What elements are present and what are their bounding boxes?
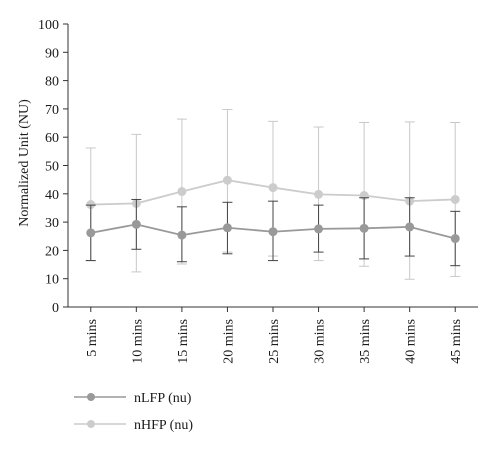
- x-tick-label: 20 mins: [221, 319, 236, 364]
- data-point-nlfp: [86, 228, 96, 238]
- y-tick-label: 60: [45, 131, 59, 146]
- data-point-nhfp: [314, 189, 324, 199]
- x-tick-label: 5 mins: [85, 319, 100, 357]
- y-tick-label: 90: [45, 46, 59, 61]
- legend-item-nhfp: nHFP (nu): [74, 418, 193, 433]
- series-nlfp: [85, 197, 461, 267]
- data-point-nhfp: [177, 187, 187, 197]
- data-point-nlfp: [359, 223, 369, 233]
- legend-label-nhfp: nHFP (nu): [134, 418, 193, 433]
- x-tick-label: 40 mins: [404, 319, 419, 364]
- y-tick-label: 30: [45, 216, 59, 231]
- data-point-nhfp: [268, 183, 278, 193]
- data-point-nlfp: [177, 230, 187, 240]
- y-axis: 0 10 20 30 40 50 60 70 80 90 100: [38, 18, 69, 316]
- x-axis: 5 mins 10 mins 15 mins 20 mins 25 mins 30 min…: [68, 306, 478, 364]
- data-point-nlfp: [268, 227, 278, 237]
- x-tick-label: 10 mins: [130, 319, 145, 364]
- y-tick-label: 100: [38, 18, 59, 33]
- x-tick-label: 25 mins: [267, 319, 282, 364]
- data-point-nhfp: [450, 194, 460, 204]
- data-point-nlfp: [131, 219, 141, 229]
- y-tick-label: 0: [52, 301, 59, 316]
- y-tick-label: 40: [45, 188, 59, 203]
- legend-marker-nlfp: [87, 393, 95, 401]
- y-axis-title: Normalized Unit (NU): [17, 99, 32, 227]
- legend-label-nlfp: nLFP (nu): [134, 391, 192, 406]
- series-nhfp: [85, 108, 461, 280]
- legend-marker-nhfp: [87, 420, 95, 428]
- x-tick-label: 15 mins: [176, 319, 191, 364]
- y-tick-label: 70: [45, 103, 59, 118]
- series-layer: [85, 108, 461, 280]
- data-point-nlfp: [314, 224, 324, 234]
- data-point-nlfp: [450, 234, 460, 244]
- y-tick-label: 80: [45, 75, 59, 90]
- x-tick-label: 30 mins: [313, 319, 328, 364]
- y-tick-label: 10: [45, 273, 59, 288]
- data-point-nlfp: [222, 223, 232, 233]
- y-tick-label: 20: [45, 244, 59, 259]
- x-tick-label: 35 mins: [358, 319, 373, 364]
- legend: nLFP (nu) nHFP (nu): [74, 391, 193, 433]
- legend-item-nlfp: nLFP (nu): [74, 391, 192, 406]
- data-point-nhfp: [222, 175, 232, 185]
- data-point-nlfp: [405, 222, 415, 232]
- x-tick-label: 45 mins: [449, 319, 464, 364]
- y-tick-label: 50: [45, 160, 59, 175]
